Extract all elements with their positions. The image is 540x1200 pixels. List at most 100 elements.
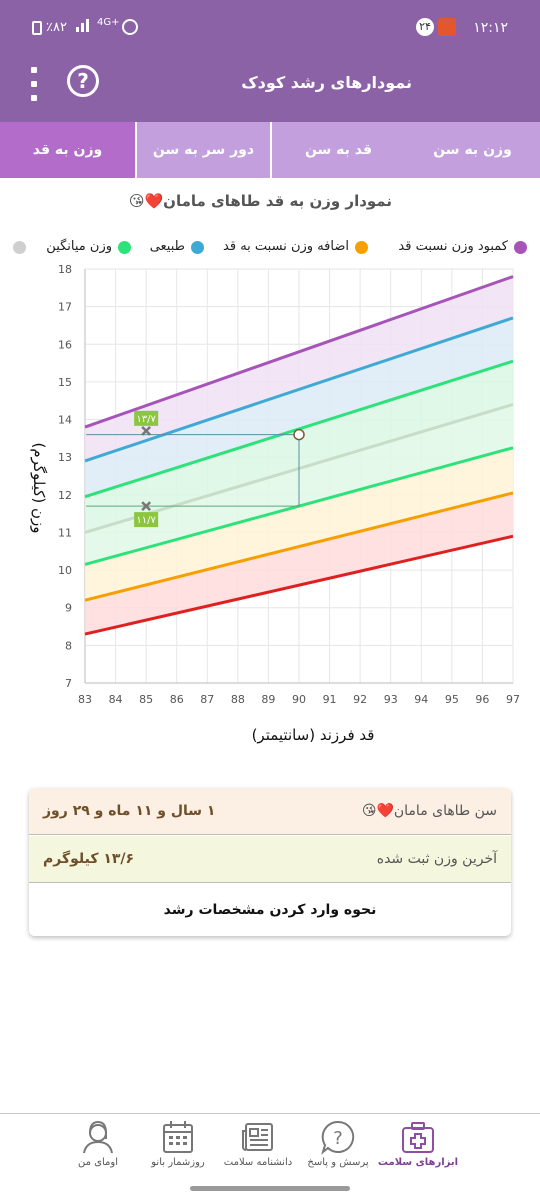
x-tick-label: 85 xyxy=(139,693,153,706)
app-notification-icon xyxy=(438,18,456,36)
series-line xyxy=(84,534,514,636)
x-tick-label: 87 xyxy=(200,693,214,706)
band-area xyxy=(85,317,513,497)
y-tick-label: 15 xyxy=(58,376,72,389)
help-button[interactable]: ? xyxy=(67,65,99,97)
x-tick-label: 90 xyxy=(292,693,306,706)
reference-mark-label: ۱۳/۷ xyxy=(136,414,156,425)
nav-calendar[interactable]: روزشمار بانو xyxy=(136,1114,220,1184)
svg-text:?: ? xyxy=(333,1128,343,1149)
legend-label-underweight: کمبود وزن نسبت قد xyxy=(398,239,508,254)
y-tick-label: 7 xyxy=(65,677,72,690)
reference-mark xyxy=(141,501,152,511)
reference-mark-label-bg xyxy=(134,512,159,528)
home-indicator xyxy=(190,1186,350,1191)
nav-label: اومای من xyxy=(78,1157,118,1168)
signal-icon xyxy=(75,17,91,33)
tab-weight-for-height[interactable]: وزن به قد xyxy=(0,122,135,178)
legend-label-normal: طبیعی xyxy=(149,239,185,254)
reference-mark-label-bg xyxy=(134,410,159,426)
band-area xyxy=(85,492,513,635)
medical-kit-icon xyxy=(402,1122,434,1153)
network-type: 4G+ xyxy=(97,17,120,28)
age-value: ۱ سال و ۱۱ ماه و ۲۹ روز xyxy=(43,803,216,819)
legend-swatch-extra xyxy=(13,241,26,254)
question-bubble-icon: ? xyxy=(321,1120,355,1155)
nav-label: دانشنامه سلامت xyxy=(223,1157,293,1168)
legend-label-average: وزن میانگین xyxy=(46,239,112,254)
nav-encyclopedia[interactable]: دانشنامه سلامت xyxy=(216,1114,300,1184)
legend-label-overweight: اضافه وزن نسبت به قد xyxy=(223,239,349,254)
y-tick-label: 16 xyxy=(58,338,72,351)
legend-swatch-average xyxy=(118,241,131,254)
y-tick-label: 18 xyxy=(58,263,72,276)
y-tick-label: 10 xyxy=(58,564,72,577)
profile-icon xyxy=(83,1120,113,1154)
battery-icon xyxy=(32,21,42,35)
tab-weight-for-age[interactable]: وزن به سن xyxy=(433,142,512,158)
age-row: سن طاهای مامان❤️😘 ۱ سال و ۱۱ ماه و ۲۹ رو… xyxy=(29,788,511,835)
howto-button[interactable]: نحوه وارد کردن مشخصات رشد xyxy=(29,884,511,936)
y-tick-label: 17 xyxy=(58,301,72,314)
legend-swatch-overweight xyxy=(355,241,368,254)
nav-questions[interactable]: ? پرسش و پاسخ xyxy=(296,1114,380,1184)
x-tick-label: 88 xyxy=(231,693,245,706)
x-tick-label: 93 xyxy=(384,693,398,706)
band-area xyxy=(85,276,513,461)
info-card: سن طاهای مامان❤️😘 ۱ سال و ۱۱ ماه و ۲۹ رو… xyxy=(29,788,511,936)
series-line xyxy=(84,275,514,429)
y-tick-label: 8 xyxy=(65,639,72,652)
y-axis-label: وزن (کیلوگرم) xyxy=(30,442,48,533)
last-weight-label: آخرین وزن ثبت شده xyxy=(376,851,497,867)
chart-tabs: وزن به سن قد به سن دور سر به سن وزن به ق… xyxy=(0,122,540,178)
nav-label: روزشمار بانو xyxy=(151,1157,205,1168)
x-tick-label: 92 xyxy=(353,693,367,706)
tab-height-for-age[interactable]: قد به سن xyxy=(270,122,405,178)
notification-count-badge: ۲۴ xyxy=(416,18,434,36)
x-tick-label: 86 xyxy=(170,693,184,706)
age-label: سن طاهای مامان❤️😘 xyxy=(361,803,497,819)
legend-swatch-underweight xyxy=(514,241,527,254)
x-tick-label: 84 xyxy=(109,693,123,706)
y-tick-label: 11 xyxy=(58,526,72,539)
x-tick-label: 83 xyxy=(78,693,92,706)
x-tick-label: 91 xyxy=(323,693,337,706)
weight-row: آخرین وزن ثبت شده ۱۳/۶ کیلوگرم xyxy=(29,836,511,883)
chart-title: نمودار وزن به قد طاهای مامان❤️😘 xyxy=(128,192,392,210)
nav-profile[interactable]: اومای من xyxy=(56,1114,140,1184)
app-bar: نمودارهای رشد کودک ? xyxy=(0,44,540,122)
x-tick-label: 94 xyxy=(414,693,428,706)
x-tick-label: 96 xyxy=(475,693,489,706)
status-time: ۱۲:۱۲ xyxy=(473,20,508,36)
data-point xyxy=(293,428,305,441)
legend-swatch-normal xyxy=(191,241,204,254)
band-area xyxy=(85,447,513,601)
bottom-nav: ابزارهای سلامت ? پرسش و پاسخ دانشنامه سل… xyxy=(0,1113,540,1184)
weight-for-height-chart: 83 84 85 86 87 88 89 90 91 92 93 94 95 96 977891011121… xyxy=(30,263,520,744)
last-weight-value: ۱۳/۶ کیلوگرم xyxy=(43,851,135,867)
page-title: نمودارهای رشد کودک xyxy=(241,73,412,92)
x-tick-label: 97 xyxy=(506,693,520,706)
reference-mark-label: ۱۱/۷ xyxy=(136,515,156,526)
nav-label: ابزارهای سلامت xyxy=(377,1157,459,1168)
nav-health-tools[interactable]: ابزارهای سلامت xyxy=(376,1114,460,1184)
x-tick-label: 95 xyxy=(445,693,459,706)
tab-head-circumference[interactable]: دور سر به سن xyxy=(135,122,270,178)
calendar-icon xyxy=(163,1121,193,1153)
x-axis-label: قد فرزند (سانتیمتر) xyxy=(252,726,375,744)
y-tick-label: 12 xyxy=(58,489,72,502)
y-tick-label: 9 xyxy=(65,602,72,615)
series-line xyxy=(84,491,514,602)
series-line xyxy=(84,316,514,463)
y-tick-label: 14 xyxy=(58,414,72,427)
nav-label: پرسش و پاسخ xyxy=(307,1157,369,1168)
reference-mark xyxy=(141,425,152,436)
more-options-icon[interactable] xyxy=(28,66,40,102)
alarm-icon xyxy=(122,19,138,35)
status-bar: ۱۲:۱۲ ۲۴ ٪۸۲ 4G+ xyxy=(0,0,540,44)
x-tick-label: 89 xyxy=(261,693,275,706)
chart-legend: کمبود وزن نسبت قد اضافه وزن نسبت به قد ط… xyxy=(0,233,540,261)
newspaper-icon xyxy=(242,1123,273,1151)
battery-percent: ٪۸۲ xyxy=(46,20,67,35)
y-tick-label: 13 xyxy=(58,451,72,464)
